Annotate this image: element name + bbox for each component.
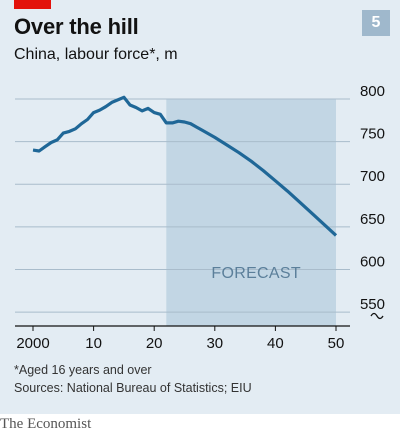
x-tick-label-2030: 30 — [206, 335, 223, 352]
chart-title: Over the hill — [14, 14, 139, 39]
line-chart: 800 750 700 650 600 550 2000 10 20 30 40 50 FORECAST — [15, 83, 385, 352]
series-line-labour-force — [32, 95, 338, 237]
x-tick-label-2050: 50 — [328, 335, 345, 352]
y-tick-label-650: 650 — [360, 211, 385, 228]
axis-break-icon — [370, 312, 384, 320]
forecast-shade — [166, 99, 336, 326]
footnote: *Aged 16 years and over — [14, 363, 152, 377]
x-tick-label-2000: 2000 — [16, 335, 49, 352]
chart-card: Over the hill China, labour force*, m 5 … — [0, 0, 400, 414]
y-tick-label-700: 700 — [360, 168, 385, 185]
x-tick-label-2010: 10 — [85, 335, 102, 352]
forecast-label: FORECAST — [211, 265, 301, 282]
brand-red-tag — [14, 0, 51, 9]
chart-subtitle: China, labour force*, m — [14, 46, 178, 63]
y-tick-label-600: 600 — [360, 253, 385, 270]
economist-wordmark: The Economist — [0, 416, 92, 432]
y-tick-label-800: 800 — [360, 83, 385, 100]
source-note: Sources: National Bureau of Statistics; … — [14, 381, 252, 395]
y-tick-label-750: 750 — [360, 126, 385, 143]
chart-number-badge: 5 — [362, 10, 390, 36]
x-tick-label-2040: 40 — [267, 335, 284, 352]
x-tick-label-2020: 20 — [146, 335, 163, 352]
y-tick-label-550: 550 — [360, 296, 385, 313]
